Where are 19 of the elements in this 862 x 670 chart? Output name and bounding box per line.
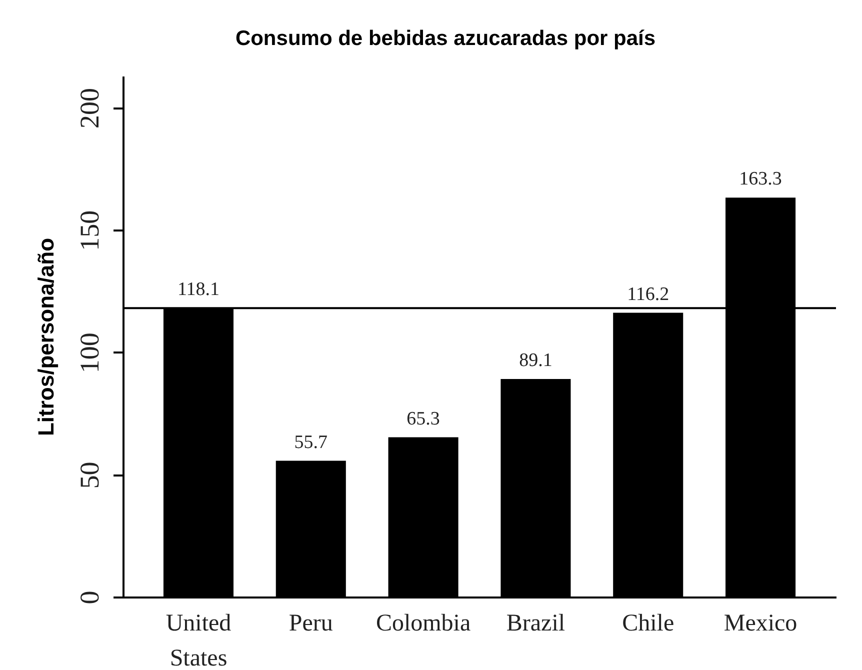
data-label: 89.1 (519, 350, 552, 372)
x-tick-label: Peru (288, 610, 333, 636)
data-label: 118.1 (177, 279, 220, 300)
x-tick-label: Chile (622, 610, 674, 636)
y-tick-label: 150 (74, 210, 104, 251)
data-label: 163.3 (739, 168, 782, 190)
data-label: 55.7 (294, 432, 328, 453)
data-label: 65.3 (406, 408, 440, 430)
y-axis-title: Litros/persona/año (34, 238, 58, 436)
chart-title: Consumo de bebidas azucaradas por país (235, 27, 656, 50)
y-tick-label: 50 (74, 462, 104, 489)
x-tick-label: Brazil (506, 610, 566, 636)
y-tick-label: 100 (74, 332, 104, 374)
x-tick-label: Mexico (724, 610, 798, 636)
data-label: 116.2 (627, 284, 670, 305)
x-tick-label: United States (166, 610, 232, 670)
x-tick-label: Colombia (376, 610, 471, 636)
y-tick-label: 0 (74, 590, 104, 604)
y-tick-label: 200 (74, 88, 104, 129)
